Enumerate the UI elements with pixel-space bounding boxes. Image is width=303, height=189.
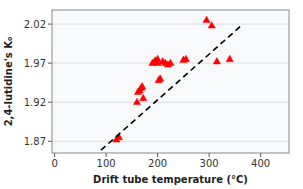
tick bbox=[48, 24, 52, 25]
trend-line bbox=[101, 27, 240, 150]
point bbox=[203, 16, 210, 22]
tick-label: 2.02 bbox=[24, 19, 46, 30]
point bbox=[139, 83, 146, 89]
tick-label: 200 bbox=[148, 158, 167, 169]
tick bbox=[48, 102, 52, 103]
point bbox=[208, 22, 215, 28]
grid-line bbox=[52, 24, 289, 25]
plot-area bbox=[52, 10, 289, 153]
grid-line bbox=[52, 102, 289, 103]
tick-label: 1.97 bbox=[24, 58, 46, 69]
tick bbox=[157, 153, 158, 157]
tick-label: 1.87 bbox=[24, 136, 46, 147]
grid-line bbox=[52, 141, 289, 142]
tick-label: 1.92 bbox=[24, 97, 46, 108]
x-axis-label: Drift tube temperature (°C) bbox=[93, 174, 248, 185]
tick-label: 100 bbox=[97, 158, 116, 169]
tick bbox=[54, 153, 55, 157]
tick-label: 0 bbox=[51, 158, 57, 169]
point bbox=[140, 94, 147, 100]
y-axis-label: 2,4-lutidine's K₀ bbox=[3, 37, 14, 127]
point bbox=[133, 98, 140, 104]
point bbox=[213, 58, 220, 64]
point bbox=[154, 55, 161, 61]
frame bbox=[52, 10, 289, 153]
point bbox=[182, 55, 189, 61]
point bbox=[167, 59, 174, 65]
tick-label: 400 bbox=[251, 158, 270, 169]
marks bbox=[101, 16, 240, 150]
point bbox=[157, 75, 164, 81]
tick bbox=[209, 153, 210, 157]
tick-label: 300 bbox=[200, 158, 219, 169]
tick bbox=[48, 141, 52, 142]
tick bbox=[260, 153, 261, 157]
point bbox=[226, 55, 233, 61]
tick bbox=[106, 153, 107, 157]
chart: 1.87 1.92 1.97 2.02 0 100 200 300 400Drift tube … bbox=[0, 0, 303, 189]
tick bbox=[48, 63, 52, 64]
